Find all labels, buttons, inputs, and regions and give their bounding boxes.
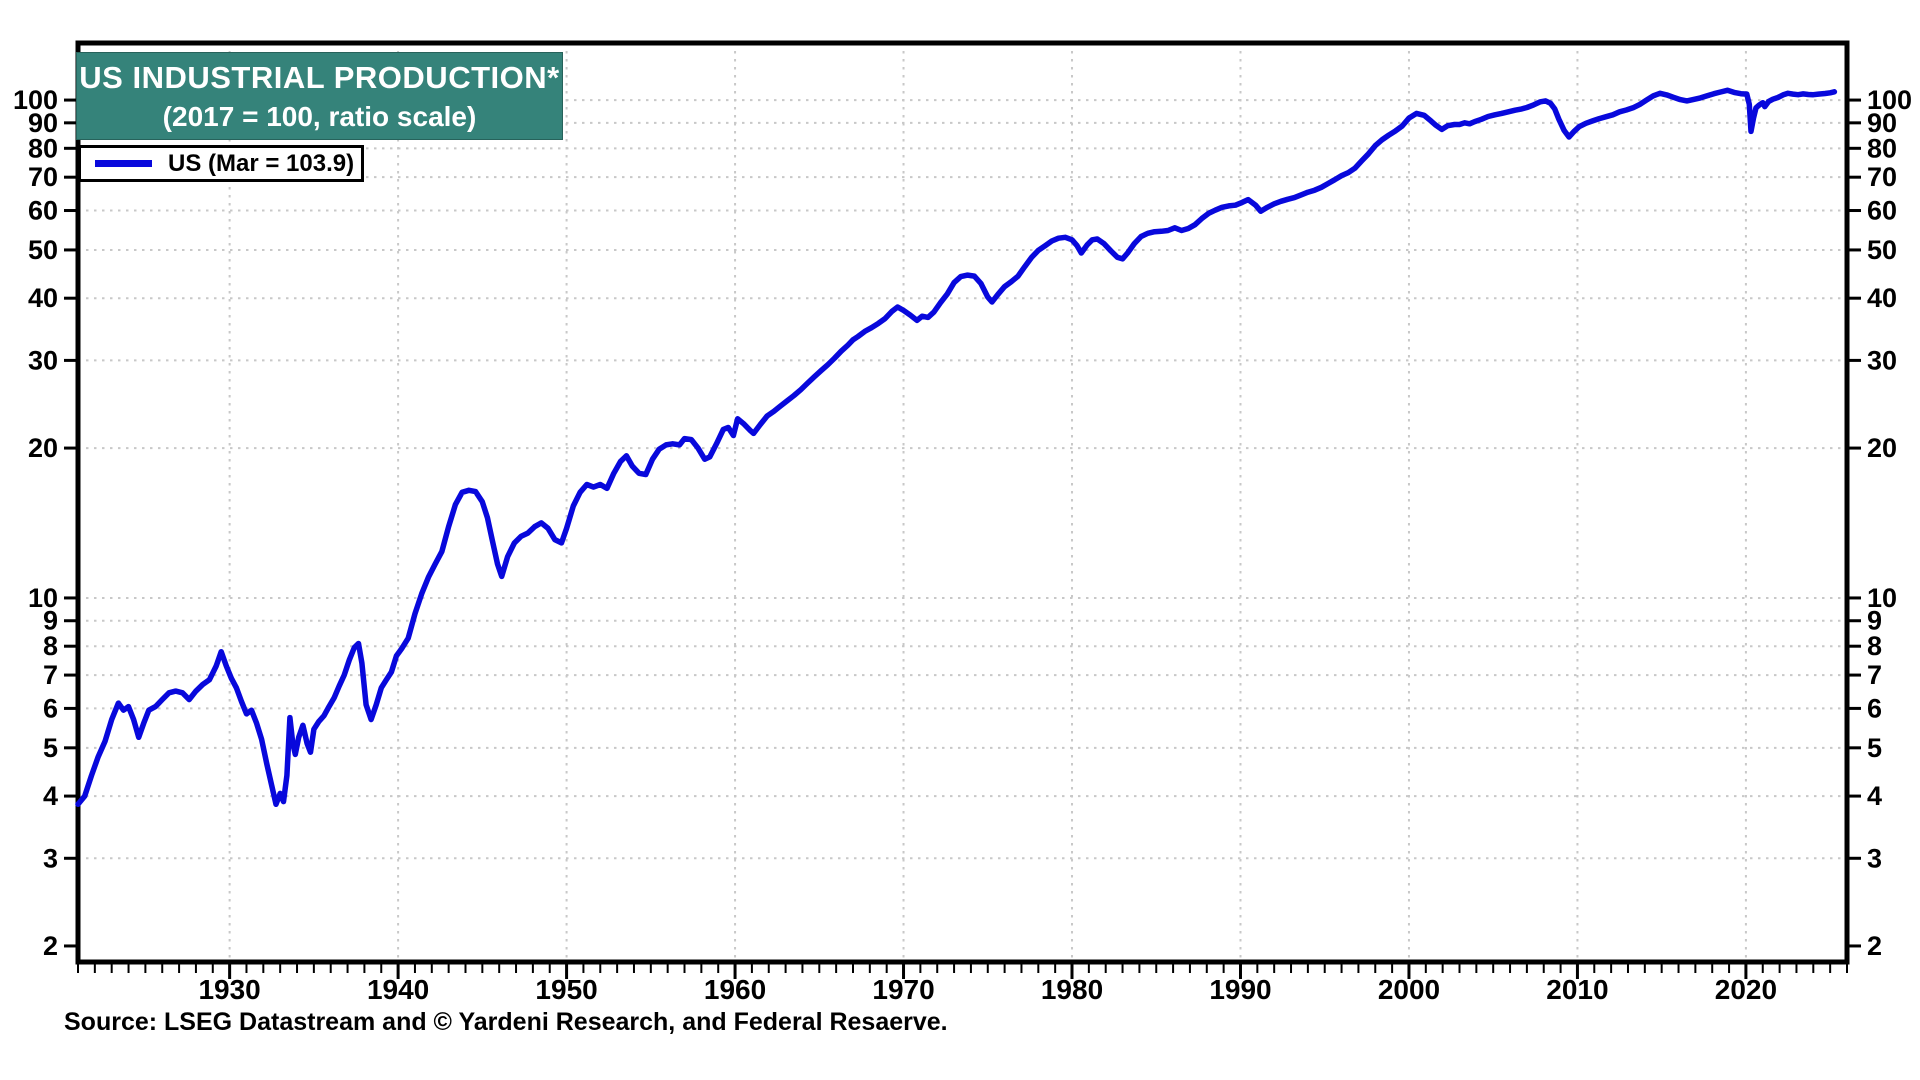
y-tick-label-left-2: 2 — [43, 931, 58, 961]
y-tick-label-right-20: 20 — [1867, 433, 1897, 463]
y-tick-label-right-3: 3 — [1867, 843, 1882, 873]
x-tick-label-1990: 1990 — [1209, 974, 1271, 1005]
x-tick-label-2020: 2020 — [1715, 974, 1777, 1005]
x-tick-label-1940: 1940 — [367, 974, 429, 1005]
source-note: Source: LSEG Datastream and © Yardeni Re… — [64, 1008, 948, 1036]
y-tick-label-left-4: 4 — [43, 781, 58, 811]
legend-label: US (Mar = 103.9) — [168, 149, 355, 177]
legend: US (Mar = 103.9) — [78, 145, 364, 182]
x-tick-label-2000: 2000 — [1378, 974, 1440, 1005]
y-tick-label-right-10: 10 — [1867, 583, 1897, 613]
x-tick-label-1970: 1970 — [872, 974, 934, 1005]
x-tick-label-1980: 1980 — [1041, 974, 1103, 1005]
y-tick-label-left-6: 6 — [43, 693, 58, 723]
x-tick-label-1950: 1950 — [535, 974, 597, 1005]
y-tick-label-right-60: 60 — [1867, 196, 1897, 226]
y-tick-label-left-80: 80 — [28, 133, 58, 163]
y-tick-label-right-50: 50 — [1867, 235, 1897, 265]
series-line-us — [75, 87, 1838, 808]
y-tick-label-left-10: 10 — [28, 583, 58, 613]
y-tick-label-right-90: 90 — [1867, 108, 1897, 138]
plot-border — [75, 40, 1850, 965]
x-tick-label-2010: 2010 — [1546, 974, 1608, 1005]
y-tick-label-right-30: 30 — [1867, 345, 1897, 375]
y-tick-label-left-90: 90 — [28, 108, 58, 138]
y-tick-label-right-2: 2 — [1867, 931, 1882, 961]
chart-title-box: US INDUSTRIAL PRODUCTION* (2017 = 100, r… — [76, 52, 563, 140]
chart-subtitle: (2017 = 100, ratio scale) — [162, 100, 477, 132]
y-tick-label-left-60: 60 — [28, 196, 58, 226]
y-tick-label-right-9: 9 — [1867, 606, 1882, 636]
y-tick-label-left-50: 50 — [28, 235, 58, 265]
y-tick-label-right-100: 100 — [1867, 85, 1912, 115]
legend-line-swatch — [95, 160, 152, 167]
y-tick-label-right-80: 80 — [1867, 133, 1897, 163]
y-tick-label-right-4: 4 — [1867, 781, 1882, 811]
y-tick-label-left-5: 5 — [43, 733, 58, 763]
y-tick-label-right-7: 7 — [1867, 660, 1882, 690]
y-tick-label-left-40: 40 — [28, 283, 58, 313]
y-tick-label-right-40: 40 — [1867, 283, 1897, 313]
y-tick-label-right-8: 8 — [1867, 631, 1882, 661]
y-tick-label-left-30: 30 — [28, 345, 58, 375]
y-tick-label-left-70: 70 — [28, 162, 58, 192]
y-tick-label-left-8: 8 — [43, 631, 58, 661]
y-tick-label-left-3: 3 — [43, 843, 58, 873]
y-tick-label-right-5: 5 — [1867, 733, 1882, 763]
y-tick-label-left-20: 20 — [28, 433, 58, 463]
y-tick-label-left-7: 7 — [43, 660, 58, 690]
x-tick-label-1960: 1960 — [704, 974, 766, 1005]
y-tick-label-right-6: 6 — [1867, 693, 1882, 723]
y-tick-label-left-100: 100 — [13, 85, 58, 115]
x-tick-label-1930: 1930 — [198, 974, 260, 1005]
chart-title: US INDUSTRIAL PRODUCTION* — [79, 60, 560, 96]
y-tick-label-right-70: 70 — [1867, 162, 1897, 192]
y-tick-label-left-9: 9 — [43, 606, 58, 636]
